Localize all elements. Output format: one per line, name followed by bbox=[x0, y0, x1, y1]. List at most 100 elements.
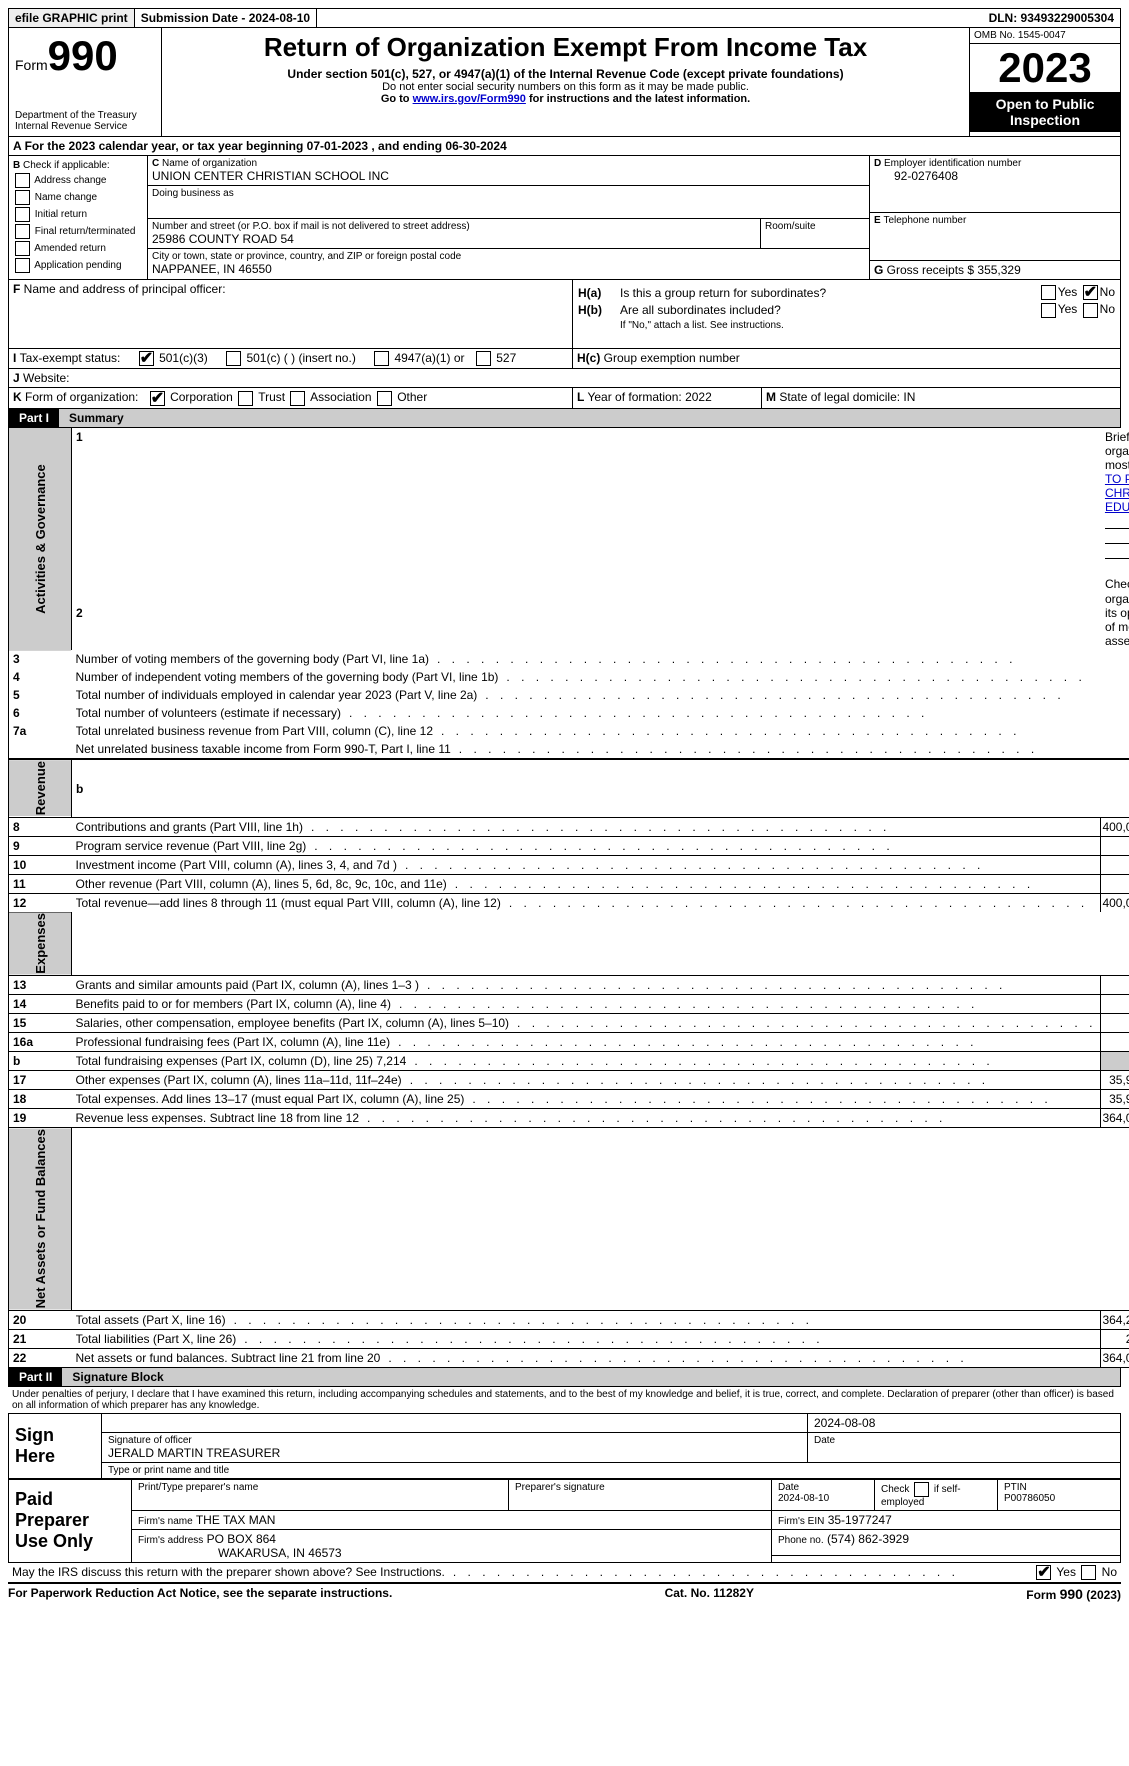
summary-line-label: Benefits paid to or for members (Part IX… bbox=[76, 997, 391, 1011]
summary-line-label: Other revenue (Part VIII, column (A), li… bbox=[76, 877, 447, 891]
hc-label: Group exemption number bbox=[604, 351, 740, 365]
prior-year-value: 35,976 bbox=[1101, 1090, 1129, 1109]
trust-checkbox[interactable] bbox=[238, 391, 253, 406]
exp-section-label: Expenses bbox=[9, 912, 72, 976]
part2-title: Signature Block bbox=[62, 1368, 1120, 1386]
summary-line-label: Number of independent voting members of … bbox=[76, 670, 499, 684]
prep-name-header: Print/Type preparer's name bbox=[132, 1479, 509, 1510]
ha-no-checkbox[interactable] bbox=[1083, 285, 1098, 300]
b-opt-0-checkbox[interactable] bbox=[15, 173, 30, 188]
open-inspection: Open to Public Inspection bbox=[970, 92, 1120, 132]
paid-preparer-label: Paid Preparer Use Only bbox=[9, 1479, 132, 1562]
year-formation: 2022 bbox=[685, 390, 712, 404]
g-label: Gross receipts $ bbox=[887, 263, 974, 277]
e-phone-label: Telephone number bbox=[883, 215, 966, 226]
summary-table: Activities & Governance 1 Briefly descri… bbox=[8, 428, 1129, 1368]
dln-label: DLN: 93493229005304 bbox=[983, 9, 1120, 27]
discuss-row: May the IRS discuss this return with the… bbox=[8, 1563, 1121, 1583]
summary-line-label: Net unrelated business taxable income fr… bbox=[76, 742, 451, 756]
b-opt-2-checkbox[interactable] bbox=[15, 207, 30, 222]
summary-line-label: Net assets or fund balances. Subtract li… bbox=[76, 1351, 381, 1365]
self-employed-checkbox[interactable] bbox=[914, 1482, 929, 1497]
form-word: Form bbox=[15, 57, 48, 73]
k-l-m-row: K Form of organization: Corporation Trus… bbox=[8, 388, 1121, 408]
discuss-no-checkbox[interactable] bbox=[1081, 1565, 1096, 1580]
sig-date-label: Date bbox=[814, 1435, 1114, 1446]
prior-year-value: 364,097 bbox=[1101, 1348, 1129, 1367]
assoc-checkbox[interactable] bbox=[290, 391, 305, 406]
phone-label: Phone no. bbox=[778, 1535, 824, 1546]
501c3-checkbox[interactable] bbox=[139, 351, 154, 366]
summary-line-label: Total number of volunteers (estimate if … bbox=[76, 706, 341, 720]
sign-here-label: Sign Here bbox=[9, 1414, 102, 1479]
j-website-row: J Website: bbox=[8, 369, 1121, 388]
form-number: 990 bbox=[48, 32, 118, 79]
i-label: Tax-exempt status: bbox=[20, 351, 121, 365]
irs-link[interactable]: www.irs.gov/Form990 bbox=[413, 93, 526, 105]
prior-year-value: 400,073 bbox=[1101, 893, 1129, 912]
ein-value: 92-0276408 bbox=[874, 169, 1116, 183]
hb-no-checkbox[interactable] bbox=[1083, 303, 1098, 318]
l1-label: Briefly describe the organization's miss… bbox=[1105, 430, 1129, 472]
form-title: Return of Organization Exempt From Incom… bbox=[168, 32, 963, 63]
summary-line-label: Revenue less expenses. Subtract line 18 … bbox=[76, 1111, 360, 1125]
firm-addr1: PO BOX 864 bbox=[207, 1532, 276, 1546]
sign-date-val: 2024-08-08 bbox=[808, 1414, 1121, 1433]
mission-link[interactable]: TO PROVIDE A CHRISTIAN BASED EDUCATION bbox=[1105, 472, 1129, 514]
dba-label: Doing business as bbox=[148, 186, 869, 219]
b-opt-5-checkbox[interactable] bbox=[15, 258, 30, 273]
prep-sig-header: Preparer's signature bbox=[509, 1479, 772, 1510]
hb-note: If "No," attach a list. See instructions… bbox=[619, 319, 1116, 332]
prior-year-value bbox=[1101, 976, 1129, 995]
prior-year-value bbox=[1101, 1033, 1129, 1052]
paid-preparer-block: Paid Preparer Use Only Print/Type prepar… bbox=[8, 1479, 1121, 1563]
firm-addr-label: Firm's address bbox=[138, 1535, 203, 1546]
prior-year-value: 400,073 bbox=[1101, 817, 1129, 836]
summary-line-label: Program service revenue (Part VIII, line… bbox=[76, 839, 307, 853]
other-checkbox[interactable] bbox=[377, 391, 392, 406]
top-bar: efile GRAPHIC print Submission Date - 20… bbox=[8, 8, 1121, 28]
omb-number: OMB No. 1545-0047 bbox=[970, 28, 1120, 44]
dept-treasury: Department of the Treasury Internal Reve… bbox=[15, 110, 155, 132]
f-label: Name and address of principal officer: bbox=[24, 282, 226, 296]
summary-line-label: Contributions and grants (Part VIII, lin… bbox=[76, 820, 303, 834]
501c-checkbox[interactable] bbox=[226, 351, 241, 366]
part2-label: Part II bbox=[9, 1368, 62, 1386]
hb-label: Are all subordinates included? bbox=[619, 301, 994, 318]
l-label: Year of formation: bbox=[587, 390, 681, 404]
subtitle-2: Do not enter social security numbers on … bbox=[168, 81, 963, 93]
b-opt-3-checkbox[interactable] bbox=[15, 224, 30, 239]
b-opt-1-checkbox[interactable] bbox=[15, 190, 30, 205]
org-name: UNION CENTER CHRISTIAN SCHOOL INC bbox=[152, 169, 865, 183]
b-opt-4-checkbox[interactable] bbox=[15, 241, 30, 256]
prior-year-value bbox=[1101, 1052, 1129, 1071]
perjury-declaration: Under penalties of perjury, I declare th… bbox=[8, 1387, 1121, 1414]
summary-line-label: Total revenue—add lines 8 through 11 (mu… bbox=[76, 896, 501, 910]
hb-yes-checkbox[interactable] bbox=[1041, 303, 1056, 318]
4947-checkbox[interactable] bbox=[374, 351, 389, 366]
subtitle-1: Under section 501(c), 527, or 4947(a)(1)… bbox=[168, 67, 963, 81]
prior-year-value: 202 bbox=[1101, 1329, 1129, 1348]
ha-label: Is this a group return for subordinates? bbox=[619, 284, 994, 301]
b-label: Check if applicable: bbox=[23, 160, 110, 171]
discuss-yes-checkbox[interactable] bbox=[1036, 1565, 1051, 1580]
j-label: Website: bbox=[23, 371, 69, 385]
efile-print-button[interactable]: efile GRAPHIC print bbox=[9, 9, 135, 27]
firm-name-label: Firm's name bbox=[138, 1516, 193, 1527]
corp-checkbox[interactable] bbox=[150, 391, 165, 406]
summary-line-label: Total number of individuals employed in … bbox=[76, 688, 478, 702]
summary-line-label: Professional fundraising fees (Part IX, … bbox=[76, 1035, 391, 1049]
officer-name: JERALD MARTIN TREASURER bbox=[108, 1446, 801, 1460]
prior-year-value bbox=[1101, 995, 1129, 1014]
prior-year-value: 35,976 bbox=[1101, 1071, 1129, 1090]
ptin-val: P00786050 bbox=[1004, 1493, 1055, 1504]
rev-section-label: Revenue bbox=[9, 760, 72, 817]
discuss-label: May the IRS discuss this return with the… bbox=[12, 1565, 445, 1580]
527-checkbox[interactable] bbox=[476, 351, 491, 366]
part2-bar: Part II Signature Block bbox=[8, 1368, 1121, 1387]
prior-year-value bbox=[1101, 1014, 1129, 1033]
summary-line-label: Grants and similar amounts paid (Part IX… bbox=[76, 978, 419, 992]
summary-line-label: Salaries, other compensation, employee b… bbox=[76, 1016, 510, 1030]
ha-yes-checkbox[interactable] bbox=[1041, 285, 1056, 300]
prep-date-header: Date bbox=[778, 1482, 799, 1493]
